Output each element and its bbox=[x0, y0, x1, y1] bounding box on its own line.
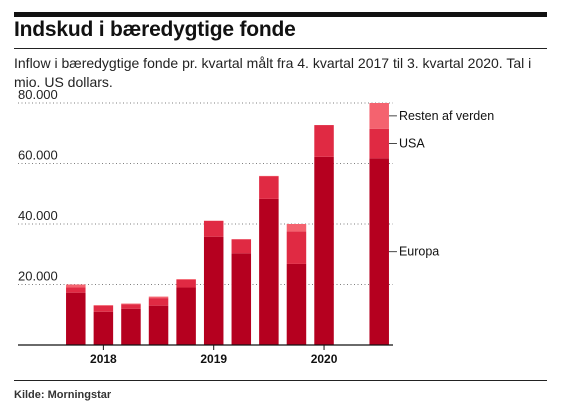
series-label-usa: USA bbox=[399, 137, 425, 151]
y-tick-label: 80.000 bbox=[18, 87, 58, 102]
bar-segment-usa bbox=[369, 128, 389, 159]
bar-segment-usa bbox=[286, 231, 307, 264]
bar-segment-europa bbox=[148, 305, 169, 345]
bar-segment-resten-af-verden bbox=[369, 103, 389, 129]
bar-segment-usa bbox=[231, 239, 252, 254]
bar-segment-resten-af-verden bbox=[121, 303, 141, 305]
bar-segment-europa bbox=[121, 308, 141, 345]
y-tick-label: 20.000 bbox=[18, 269, 58, 284]
series-label-resten-af-verden: Resten af verden bbox=[399, 109, 494, 123]
bar-segment-resten-af-verden bbox=[176, 279, 196, 280]
y-tick-label: 60.000 bbox=[18, 148, 58, 163]
x-tick-label: 2018 bbox=[90, 352, 117, 366]
bar-segment-resten-af-verden bbox=[286, 224, 307, 232]
chart-title: Indskud i bæredygtige fonde bbox=[14, 18, 296, 41]
bar-segment-usa bbox=[203, 220, 224, 237]
bar-segment-resten-af-verden bbox=[66, 284, 86, 288]
bar-segment-usa bbox=[93, 305, 114, 312]
source-note: Kilde: Morningstar bbox=[14, 389, 112, 401]
chart-subtitle: Inflow i bæredygtige fonde pr. kvartal m… bbox=[14, 55, 532, 90]
bar-segment-usa bbox=[121, 304, 141, 309]
bar-segment-resten-af-verden bbox=[148, 296, 169, 299]
bar-segment-usa bbox=[259, 176, 279, 199]
bar-segment-usa bbox=[66, 287, 86, 293]
bar-segment-europa bbox=[259, 198, 279, 345]
top-bar bbox=[14, 12, 547, 17]
bar-segment-europa bbox=[93, 311, 114, 345]
series-label-europa: Europa bbox=[399, 245, 439, 259]
y-tick-label: 40.000 bbox=[18, 208, 58, 223]
bar-segment-europa bbox=[203, 236, 224, 345]
bar-segment-europa bbox=[231, 253, 252, 345]
title-divider bbox=[14, 48, 547, 49]
bar-segment-europa bbox=[314, 156, 334, 345]
x-tick-label: 2019 bbox=[200, 352, 227, 366]
bar-segment-usa bbox=[176, 279, 196, 288]
bar-segment-usa bbox=[148, 298, 169, 306]
bar-segment-europa bbox=[66, 292, 86, 345]
bar-segment-usa bbox=[314, 125, 334, 157]
bar-segment-resten-af-verden bbox=[93, 305, 114, 306]
bar-segment-resten-af-verden bbox=[259, 175, 279, 177]
bar-segment-europa bbox=[286, 263, 307, 345]
bottom-divider bbox=[14, 380, 547, 381]
bar-segment-europa bbox=[369, 158, 389, 345]
bar-segment-europa bbox=[176, 287, 196, 345]
x-tick-label: 2020 bbox=[311, 352, 338, 366]
